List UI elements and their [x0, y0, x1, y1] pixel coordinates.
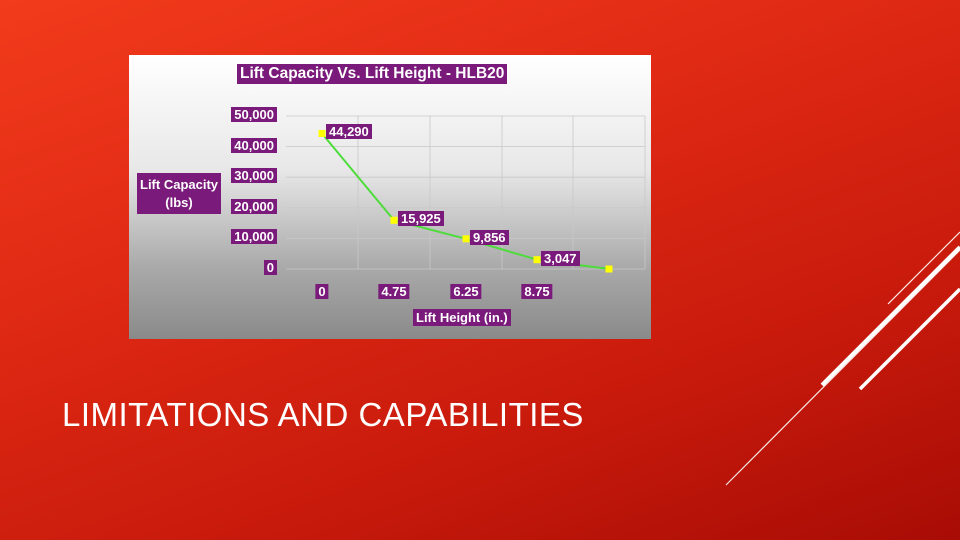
- x-axis-title: Lift Height (in.): [413, 309, 511, 326]
- chart-title: Lift Capacity Vs. Lift Height - HLB20: [237, 64, 508, 84]
- x-tick-label: 0: [315, 284, 329, 299]
- y-axis-title-line-2: (lbs): [165, 194, 193, 210]
- deco-line-1: [725, 249, 960, 486]
- data-point-marker: [605, 265, 613, 273]
- deco-line-4: [887, 231, 960, 305]
- x-tick-label: 8.75: [521, 284, 553, 299]
- data-label: 15,925: [398, 211, 444, 227]
- chart-image: Lift Capacity Vs. Lift Height - HLB20 Li…: [129, 55, 651, 339]
- data-label: 3,047: [541, 250, 580, 266]
- y-tick-label: 40,000: [231, 137, 277, 153]
- data-point-marker: [462, 235, 470, 243]
- series-line: [321, 132, 610, 270]
- y-tick-label: 10,000: [231, 229, 277, 245]
- data-label: 44,290: [326, 124, 372, 140]
- x-tick-label: 4.75: [378, 284, 410, 299]
- grid: [286, 115, 646, 270]
- deco-line-3: [858, 287, 960, 391]
- x-tick-label: 6.25: [450, 284, 482, 299]
- y-tick-label: 0: [263, 260, 277, 275]
- y-axis-title: Lift Capacity (lbs): [137, 173, 222, 215]
- y-tick-label: 50,000: [231, 107, 277, 122]
- data-point-marker: [390, 216, 398, 224]
- data-label: 9,856: [470, 229, 509, 245]
- y-tick-label: 20,000: [231, 198, 277, 214]
- y-axis-title-line-1: Lift Capacity: [140, 177, 219, 192]
- data-point-marker: [318, 129, 326, 137]
- data-point-marker: [533, 256, 541, 264]
- chart-plot: [286, 115, 646, 273]
- deco-line-2: [820, 245, 960, 387]
- markers: [318, 129, 613, 273]
- slide-title: LIMITATIONS AND CAPABILITIES: [62, 396, 584, 433]
- y-tick-label: 30,000: [231, 168, 277, 184]
